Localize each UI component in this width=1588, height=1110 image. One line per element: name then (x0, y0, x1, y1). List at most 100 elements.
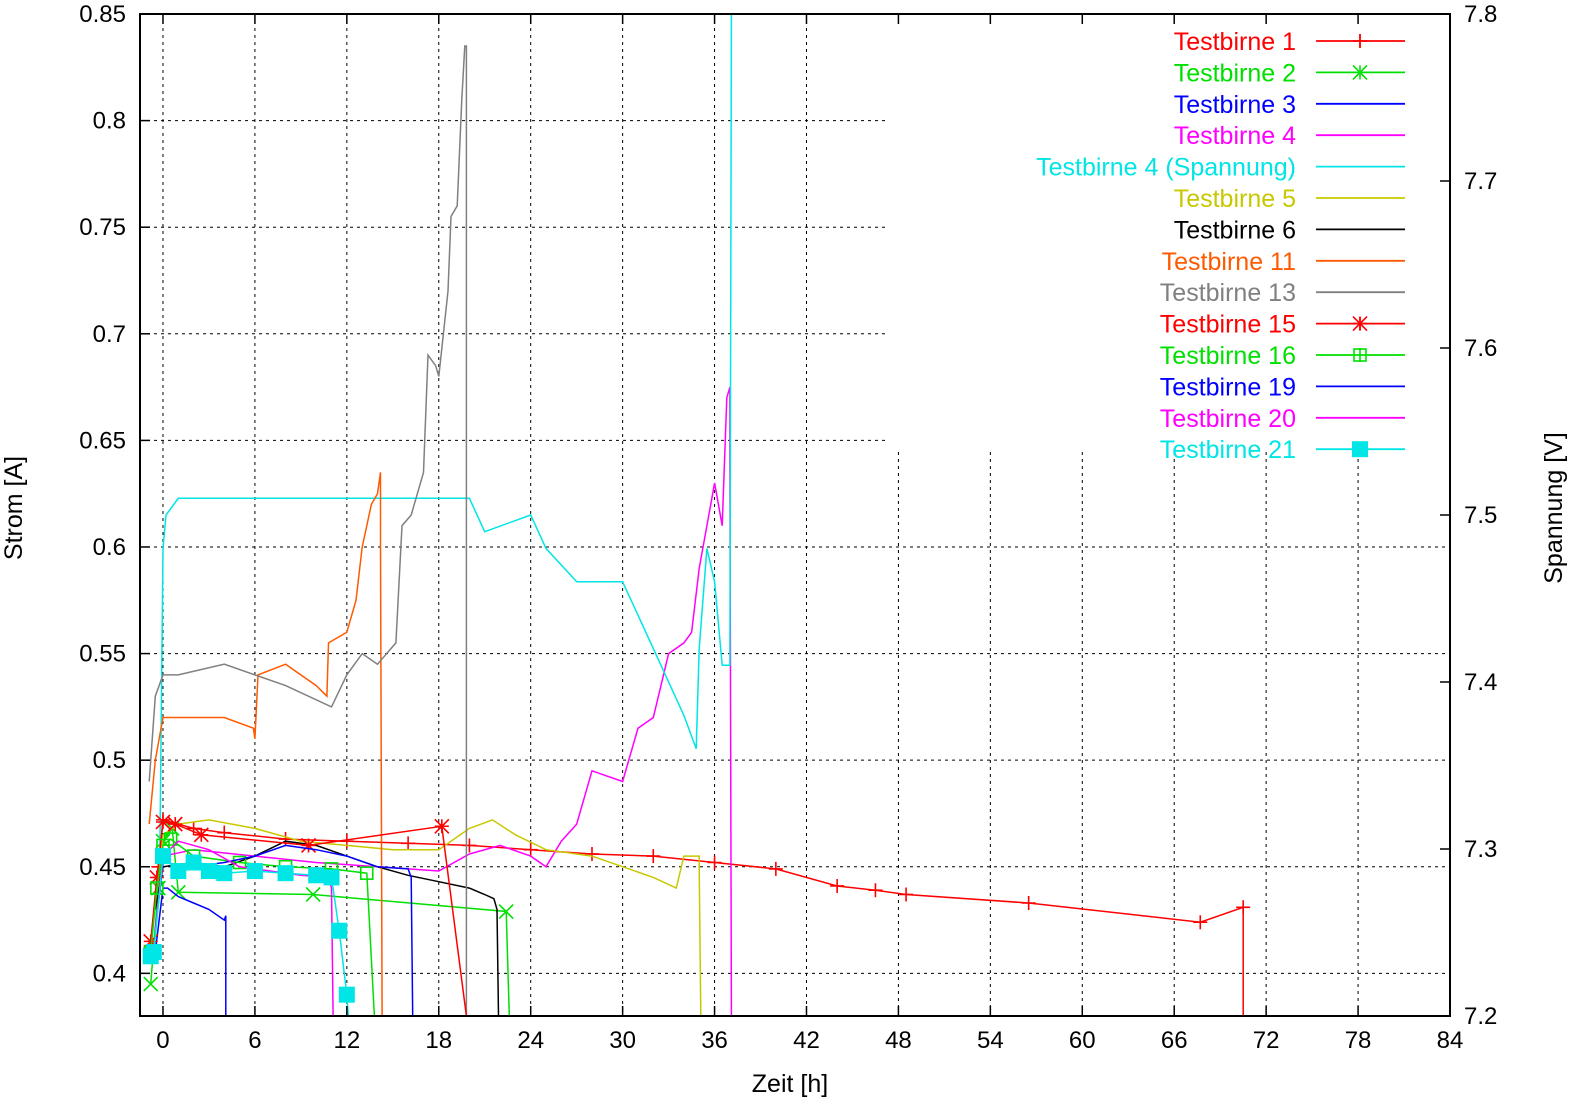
y2-tick-label: 7.6 (1464, 335, 1497, 362)
plot-area (142, 13, 1251, 1017)
x-tick-label: 54 (977, 1027, 1004, 1054)
y-tick-label: 0.45 (79, 854, 126, 881)
series-line (159, 13, 733, 850)
series-14 (142, 848, 355, 1017)
series-point (170, 884, 186, 900)
x-tick-label: 42 (793, 1027, 820, 1054)
y-tick-label: 0.65 (79, 427, 126, 454)
legend-marker (1352, 64, 1368, 80)
legend-label: Testbirne 20 (1160, 405, 1296, 433)
series-8 (148, 472, 383, 1017)
series-point (170, 863, 187, 880)
y-axis-title: Strom [A] (0, 456, 28, 560)
legend-label: Testbirne 2 (1174, 59, 1296, 87)
series-point (246, 863, 263, 880)
series-5 (159, 13, 733, 850)
y2-tick-label: 7.5 (1464, 502, 1497, 529)
series-point (462, 838, 477, 853)
x-tick-label: 84 (1437, 1027, 1464, 1054)
series-point (155, 814, 171, 830)
x-tick-label: 36 (701, 1027, 728, 1054)
series-point (149, 869, 165, 885)
y2-tick-label: 7.3 (1464, 836, 1497, 863)
series-point (300, 837, 317, 854)
series-line (149, 838, 376, 1017)
series-point (154, 848, 171, 865)
series-point (434, 818, 450, 834)
legend-label: Testbirne 1 (1174, 28, 1296, 56)
legend-label: Testbirne 19 (1160, 373, 1296, 401)
series-point (143, 976, 159, 992)
legend-marker (1353, 34, 1367, 48)
series-point (338, 986, 355, 1003)
y2-axis-title: Spannung [V] (1540, 432, 1568, 584)
legend-label: Testbirne 6 (1174, 216, 1296, 244)
series-point (359, 866, 374, 880)
y-tick-label: 0.85 (79, 1, 126, 28)
series-line (154, 386, 733, 1017)
legend-marker (1353, 348, 1367, 362)
x-tick-label: 24 (517, 1027, 544, 1054)
series-point (401, 836, 416, 851)
series-line (148, 45, 468, 1016)
legend-label: Testbirne 15 (1160, 311, 1296, 339)
legend-label: Testbirne 11 (1162, 248, 1296, 276)
y-tick-label: 0.8 (93, 108, 126, 135)
series-point (523, 842, 538, 857)
series-line (149, 821, 468, 1017)
series-line (154, 819, 702, 1017)
y2-tick-label: 7.8 (1464, 1, 1497, 28)
series-point (150, 881, 164, 895)
series-point (830, 878, 845, 893)
series-point (707, 855, 722, 870)
y-tick-label: 0.4 (93, 960, 126, 987)
series-point (193, 827, 209, 843)
y2-tick-label: 7.7 (1464, 168, 1497, 195)
y-tick-label: 0.55 (79, 641, 126, 668)
series-point (143, 933, 159, 949)
x-tick-label: 18 (425, 1027, 452, 1054)
legend-label: Testbirne 16 (1160, 342, 1296, 370)
series-point (277, 865, 294, 882)
series-point (185, 854, 202, 871)
series-6 (154, 819, 702, 1017)
series-point (768, 861, 783, 876)
x-tick-label: 66 (1161, 1027, 1188, 1054)
series-point (584, 846, 599, 861)
series-point (163, 832, 178, 846)
series-point (200, 863, 217, 880)
series-3 (154, 887, 227, 1016)
x-tick-label: 0 (156, 1027, 169, 1054)
series-point (232, 855, 247, 870)
series-point (308, 867, 325, 884)
series-point (899, 887, 914, 902)
legend-label: Testbirne 21 (1160, 436, 1296, 464)
x-tick-label: 60 (1069, 1027, 1096, 1054)
x-tick-label: 72 (1253, 1027, 1280, 1054)
series-point (1236, 900, 1251, 915)
legend-marker (1352, 441, 1368, 458)
series-point (1193, 915, 1208, 930)
x-tick-label: 48 (885, 1027, 912, 1054)
legend-marker (1352, 316, 1368, 332)
series-point (167, 816, 183, 832)
series-4 (154, 386, 733, 1017)
series-point (323, 869, 340, 886)
series-9 (148, 45, 468, 1016)
series-point (186, 821, 201, 836)
legend-label: Testbirne 5 (1174, 185, 1296, 213)
y-tick-label: 0.5 (93, 747, 126, 774)
x-axis-title: Zeit [h] (752, 1070, 828, 1098)
x-tick-label: 6 (248, 1027, 261, 1054)
series-line (148, 472, 383, 1017)
series-point (216, 865, 233, 882)
y2-tick-label: 7.2 (1464, 1003, 1497, 1030)
series-point (498, 903, 514, 920)
series-point (868, 883, 883, 898)
x-tick-label: 78 (1345, 1027, 1372, 1054)
legend-label: Testbirne 4 (1174, 122, 1296, 150)
y-tick-label: 0.7 (93, 321, 126, 348)
legend-label: Testbirne 3 (1174, 91, 1296, 119)
series-point (305, 886, 321, 903)
series-point (646, 849, 661, 864)
